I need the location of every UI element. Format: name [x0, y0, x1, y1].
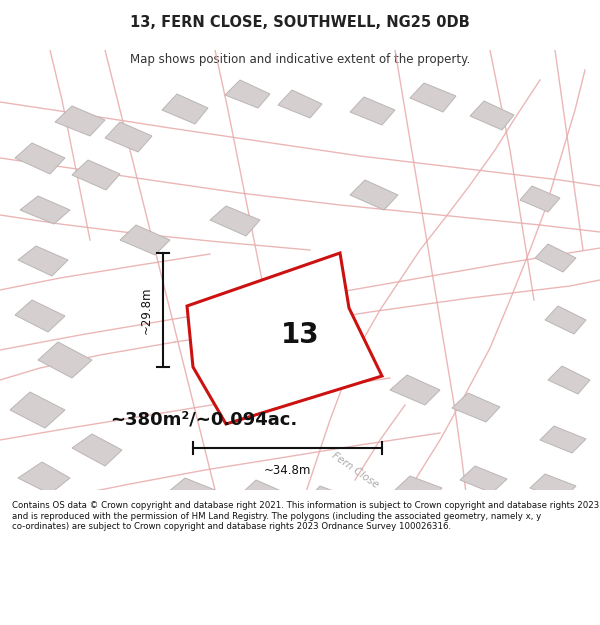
Polygon shape	[350, 180, 398, 210]
Polygon shape	[10, 392, 65, 428]
Polygon shape	[395, 476, 442, 502]
Polygon shape	[460, 466, 507, 493]
Polygon shape	[535, 244, 576, 272]
Polygon shape	[120, 225, 170, 255]
Text: ~380m²/~0.094ac.: ~380m²/~0.094ac.	[110, 411, 297, 429]
Polygon shape	[390, 375, 440, 405]
Polygon shape	[72, 434, 122, 466]
Polygon shape	[105, 122, 152, 152]
Polygon shape	[548, 366, 590, 394]
Polygon shape	[540, 426, 586, 453]
Polygon shape	[350, 97, 395, 125]
Polygon shape	[55, 106, 105, 136]
Polygon shape	[15, 143, 65, 174]
Polygon shape	[162, 94, 208, 124]
Polygon shape	[520, 186, 560, 212]
Polygon shape	[452, 393, 500, 422]
Text: Map shows position and indicative extent of the property.: Map shows position and indicative extent…	[130, 52, 470, 66]
Text: 13, FERN CLOSE, SOUTHWELL, NG25 0DB: 13, FERN CLOSE, SOUTHWELL, NG25 0DB	[130, 14, 470, 29]
Polygon shape	[225, 80, 270, 108]
Polygon shape	[18, 462, 70, 494]
Text: ~34.8m: ~34.8m	[264, 464, 311, 477]
Polygon shape	[187, 253, 382, 424]
Polygon shape	[15, 300, 65, 332]
Polygon shape	[410, 83, 456, 112]
Text: Contains OS data © Crown copyright and database right 2021. This information is : Contains OS data © Crown copyright and d…	[12, 501, 599, 531]
Polygon shape	[20, 196, 70, 224]
Polygon shape	[18, 246, 68, 276]
Polygon shape	[168, 478, 215, 502]
Polygon shape	[210, 206, 260, 236]
Polygon shape	[545, 306, 586, 334]
Text: Fern Close: Fern Close	[330, 450, 380, 490]
Polygon shape	[305, 486, 352, 512]
Polygon shape	[38, 342, 92, 378]
Polygon shape	[240, 480, 288, 508]
Polygon shape	[72, 160, 120, 190]
Polygon shape	[470, 101, 514, 130]
Polygon shape	[530, 474, 576, 500]
Text: 13: 13	[281, 321, 319, 349]
Polygon shape	[278, 90, 322, 118]
Text: ~29.8m: ~29.8m	[140, 286, 153, 334]
